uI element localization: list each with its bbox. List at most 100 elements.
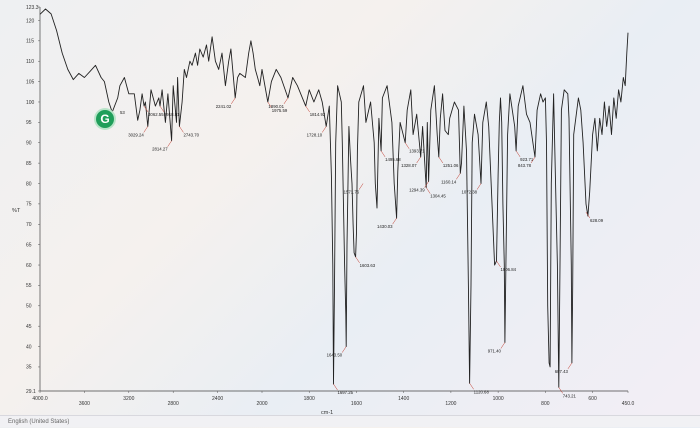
x-tick-label: 1600 [351, 401, 362, 407]
peak-marker-line [267, 101, 272, 109]
y-tick-label: 29.1 [26, 389, 36, 395]
peak-label: 1304.45 [430, 194, 446, 199]
peak-marker-line [476, 183, 482, 190]
peak-marker-line [305, 105, 310, 113]
peak-label: 1430.03 [377, 224, 393, 229]
y-tick-label: 80 [26, 181, 32, 187]
peak-marker-line [530, 156, 536, 164]
peak-marker-line [456, 173, 461, 180]
chart-axes [39, 7, 628, 392]
peak-label: 971.40 [488, 348, 502, 353]
peak-label: 628.09 [590, 218, 604, 223]
peak-label: 1697.25 [337, 390, 353, 395]
y-tick-label: 70 [26, 222, 32, 228]
y-tick-label: 55 [26, 283, 32, 289]
x-tick-label: 450.0 [622, 401, 635, 407]
peak-marker-line [515, 150, 521, 158]
peak-label: 1072.38 [461, 190, 477, 195]
peak-label: 1603.63 [360, 263, 376, 268]
peak-marker-line [167, 140, 172, 147]
peak-markers: 3062.55 3029.24 2918.81 2814.27 2743.70 2241.… [128, 97, 604, 398]
x-tick-label: 1400 [398, 396, 409, 402]
peak-label: 923.71 [520, 157, 534, 162]
peak-label: 1643.50 [327, 353, 343, 358]
peak-marker-line [179, 126, 184, 133]
y-tick-label: 50 [26, 304, 32, 310]
peak-marker-line [392, 218, 397, 225]
peak-marker-line [358, 183, 364, 190]
x-tick-label: 1200 [445, 401, 456, 407]
x-tick-label: 2000 [256, 401, 267, 407]
peak-label: 1251.06 [443, 163, 459, 168]
peak-marker-line [321, 126, 327, 133]
status-bar: English (United States) [0, 415, 700, 427]
x-tick-label: 600 [588, 396, 597, 402]
tick-labels: 123.3 120 115 110 105 100 95 90 85 80 75 70 65 60 55 50… [26, 5, 634, 407]
peak-label: 2814.27 [152, 147, 168, 152]
x-tick-label: 2800 [168, 401, 179, 407]
x-tick-label: 3200 [123, 396, 134, 402]
y-tick-label: 60 [26, 263, 32, 269]
x-tick-label: 4000.0 [32, 396, 48, 402]
peak-marker-line [426, 187, 431, 194]
peak-marker-line [341, 346, 347, 353]
x-tick-label: 3600 [79, 401, 90, 407]
x-tick-label: 1800 [304, 396, 315, 402]
peak-marker-line [496, 260, 501, 268]
peak-marker-line [283, 97, 289, 105]
peak-label: 1728.10 [307, 132, 323, 137]
peak-marker-line [159, 105, 165, 113]
y-tick-label: 65 [26, 242, 32, 248]
peak-label: 3062.55 [148, 112, 164, 117]
y-tick-label: 75 [26, 202, 32, 208]
peak-label: 1294.39 [409, 187, 425, 192]
y-tick-label: 123.3 [26, 5, 39, 11]
peak-marker-line [424, 181, 429, 188]
y-tick-label: 115 [26, 39, 34, 45]
x-axis-label: cm-1 [321, 410, 333, 416]
peak-marker-line [355, 256, 360, 264]
y-axis-label: %T [12, 208, 21, 214]
peak-label: 1120.68 [474, 389, 490, 394]
y-tick-label: 95 [26, 120, 32, 126]
peak-label: 1393.71 [409, 149, 425, 154]
peak-marker-line [567, 362, 573, 370]
x-tick-label: 800 [541, 401, 550, 407]
y-tick-label: 40 [26, 344, 32, 350]
g-badge-icon: G [96, 110, 114, 128]
spectrum-line [39, 8, 629, 388]
peak-label: 1975.59 [272, 108, 288, 113]
peak-marker-line [380, 150, 386, 158]
y-tick-label: 100 [26, 100, 35, 106]
y-tick-label: 90 [26, 141, 32, 147]
peak-label: 2743.70 [183, 132, 199, 137]
peak-label: 3029.24 [128, 132, 144, 137]
peak-label: 1890.01 [268, 104, 284, 109]
x-tick-label: 1000 [493, 396, 504, 402]
peak-label: 2918.81 [164, 112, 180, 117]
peak-marker-line [143, 105, 149, 113]
peak-label: 1814.92 [310, 112, 326, 117]
peak-marker-line [416, 156, 421, 164]
peak-label: 1571.76 [344, 190, 360, 195]
y-tick-label: 105 [26, 79, 35, 85]
peak-marker-line [585, 211, 591, 219]
peak-marker-line [558, 387, 563, 394]
peak-marker-line [438, 156, 444, 164]
y-tick-label: 45 [26, 324, 32, 330]
peak-marker-line [469, 383, 474, 390]
peak-label: 1495.68 [385, 157, 401, 162]
fragment-label: 53 [120, 110, 125, 115]
peak-label: 843.78 [518, 163, 532, 168]
y-tick-label: 120 [26, 18, 35, 24]
peak-label: 1160.14 [441, 179, 457, 184]
y-tick-label: 35 [26, 365, 32, 371]
x-tick-label: 2400 [212, 396, 223, 402]
peak-marker-line [404, 142, 410, 149]
peak-label: 743.21 [563, 393, 577, 398]
peak-label: 1328.07 [401, 163, 417, 168]
y-tick-label: 85 [26, 161, 32, 167]
peak-marker-line [500, 342, 506, 349]
peak-label: 2241.02 [216, 104, 232, 109]
